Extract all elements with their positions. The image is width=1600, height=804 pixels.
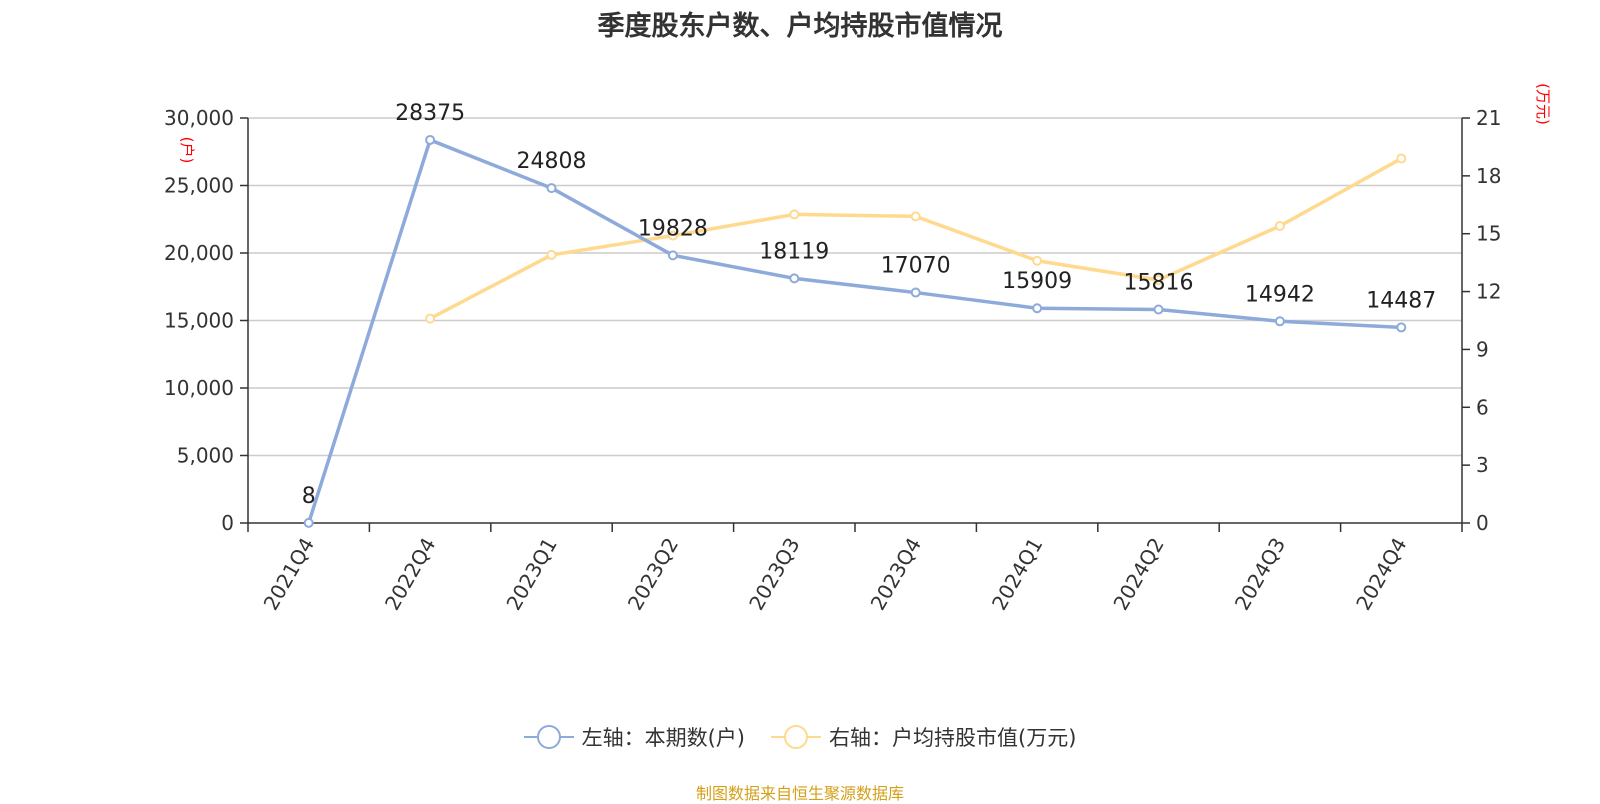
right-axis-tick-label: 3 xyxy=(1476,453,1489,477)
x-axis-tick-label: 2024Q3 xyxy=(1230,534,1290,615)
x-axis-tick-label: 2024Q4 xyxy=(1351,534,1411,615)
x-axis-tick-label: 2023Q4 xyxy=(866,534,926,615)
legend-item-left[interactable]: 左轴：本期数(户) xyxy=(523,722,745,752)
data-label: 17070 xyxy=(881,254,951,279)
left-axis-tick-label: 30,000 xyxy=(164,106,234,130)
data-point-holders xyxy=(667,250,678,261)
data-label: 15909 xyxy=(1002,269,1072,294)
right-axis-tick-label: 0 xyxy=(1476,511,1489,535)
data-point-holders xyxy=(910,287,921,298)
x-axis-tick-label: 2024Q2 xyxy=(1108,534,1168,615)
right-axis-tick-label: 15 xyxy=(1476,222,1501,246)
legend-label-right: 右轴：户均持股市值(万元) xyxy=(829,726,1077,750)
data-label: 24808 xyxy=(517,149,587,174)
data-point-avg-value xyxy=(425,313,436,324)
series-lines xyxy=(303,134,1407,528)
chart-title: 季度股东户数、户均持股市值情况 xyxy=(597,11,1003,42)
x-axis-tick-label: 2024Q1 xyxy=(987,534,1047,615)
legend-marker-left-icon xyxy=(523,723,574,751)
data-label: 18119 xyxy=(759,239,829,264)
x-axis-tick-label: 2023Q3 xyxy=(744,534,804,615)
grid-lines xyxy=(248,117,1462,457)
data-point-holders xyxy=(1032,303,1043,314)
data-point-holders xyxy=(1396,322,1407,333)
x-axis-tick-label: 2023Q2 xyxy=(623,534,683,615)
legend-item-right[interactable]: 右轴：户均持股市值(万元) xyxy=(771,722,1076,752)
data-point-holders xyxy=(1274,316,1285,327)
data-point-avg-value xyxy=(1274,221,1285,231)
data-point-avg-value xyxy=(546,249,557,260)
data-point-avg-value xyxy=(667,230,678,241)
data-point-holders xyxy=(425,134,436,145)
x-axis-tick-label: 2021Q4 xyxy=(259,534,319,615)
left-axis-tick-label: 5,000 xyxy=(177,444,234,468)
right-axis-tick-label: 18 xyxy=(1476,164,1501,188)
data-label: 28375 xyxy=(395,101,465,126)
left-axis-tick-label: 15,000 xyxy=(164,309,234,333)
right-axis-tick-label: 12 xyxy=(1476,280,1501,304)
data-point-holders xyxy=(789,273,800,284)
right-axis-tick-label: 9 xyxy=(1476,337,1489,361)
data-point-avg-value xyxy=(910,211,921,222)
data-label: 8 xyxy=(302,484,316,509)
data-point-holders xyxy=(303,517,314,528)
axes: 0 5,000 10,000 15,000 20,000 25,000 30,000 0 3 6 9… xyxy=(164,106,1501,614)
series-line-holders xyxy=(307,138,1402,524)
legend: 左轴：本期数(户) 右轴：户均持股市值(万元) xyxy=(0,722,1600,752)
right-axis-unit: (万元) xyxy=(1534,83,1552,125)
left-axis-tick-label: 0 xyxy=(221,511,234,535)
data-point-avg-value xyxy=(1153,275,1164,285)
legend-marker-right-icon xyxy=(771,723,821,751)
left-axis-unit: (户) xyxy=(178,137,196,164)
data-label: 15816 xyxy=(1124,270,1194,295)
data-point-avg-value xyxy=(1032,255,1043,266)
left-axis-tick-label: 20,000 xyxy=(164,241,234,265)
left-axis-tick-label: 10,000 xyxy=(164,376,234,400)
data-labels: 8 28375 24808 19828 18119 17070 15909 15816 1494… xyxy=(302,101,1437,509)
x-axis-tick-label: 2022Q4 xyxy=(380,534,440,615)
data-point-holders xyxy=(546,183,557,194)
legend-label-left: 左轴：本期数(户) xyxy=(581,726,745,750)
data-point-holders xyxy=(1153,304,1164,315)
data-label: 14487 xyxy=(1366,288,1436,313)
left-axis-tick-label: 25,000 xyxy=(164,174,234,198)
data-point-avg-value xyxy=(789,209,800,220)
data-point-avg-value xyxy=(1396,153,1407,164)
x-axis-tick-label: 2023Q1 xyxy=(501,534,561,615)
data-label: 19828 xyxy=(638,216,708,241)
data-label: 14942 xyxy=(1245,282,1315,307)
right-axis-tick-label: 21 xyxy=(1476,106,1501,130)
right-axis-tick-label: 6 xyxy=(1476,395,1489,419)
data-source-note: 制图数据来自恒生聚源数据库 xyxy=(695,784,904,803)
